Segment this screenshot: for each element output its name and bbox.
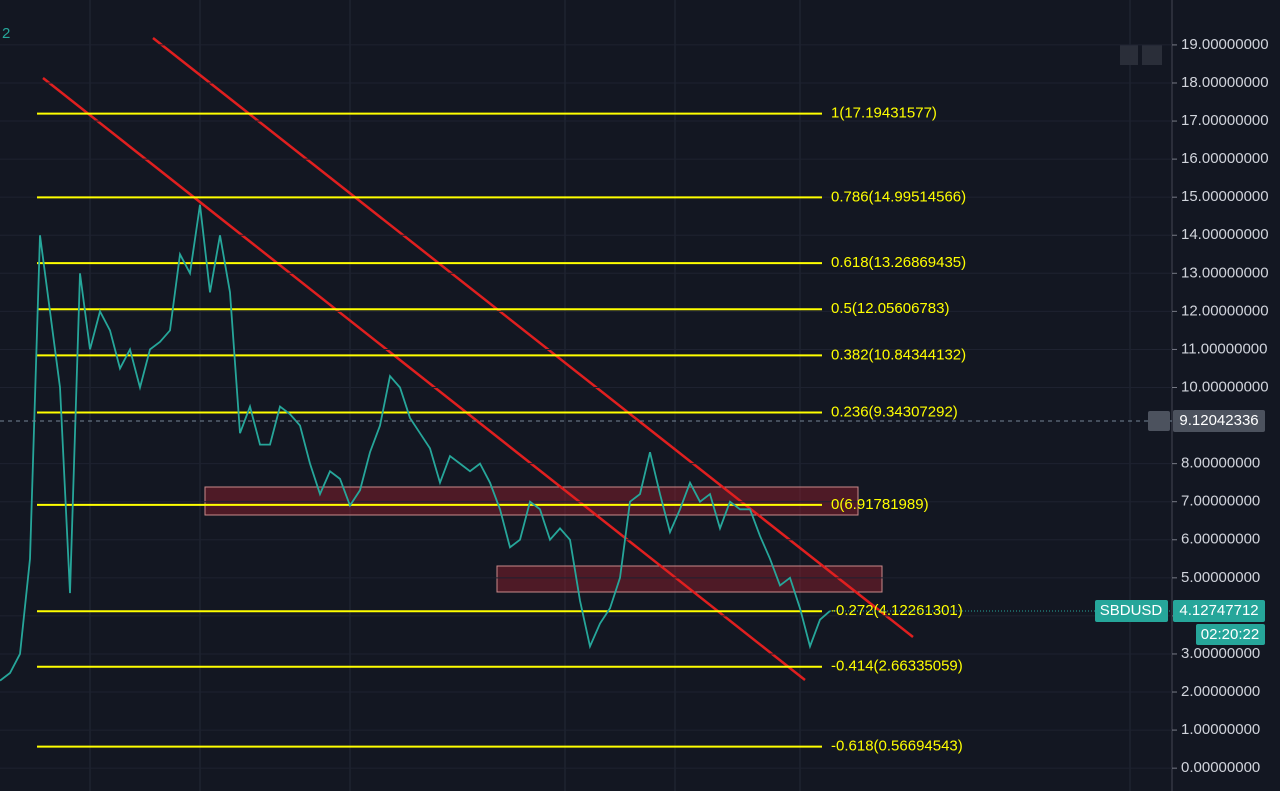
fib-label: 0.382(10.84344132) <box>831 346 966 363</box>
vertical-grid <box>89 0 1131 791</box>
resistance-zone <box>204 486 859 516</box>
y-tick-label: 3.00000000 <box>1181 645 1260 662</box>
y-tick-label: 1.00000000 <box>1181 721 1260 738</box>
trend-line <box>152 37 914 638</box>
crosshair-label: 9.12042336 <box>1179 412 1258 429</box>
y-tick-label: 8.00000000 <box>1181 455 1260 472</box>
countdown-tag <box>1196 624 1265 646</box>
fib-label: 0(6.91781989) <box>831 496 929 513</box>
fib-label: -0.618(0.56694543) <box>831 738 963 755</box>
y-tick-label: 14.00000000 <box>1181 226 1269 243</box>
fib-label: 0.786(14.99514566) <box>831 188 966 205</box>
y-tick-label: 15.00000000 <box>1181 188 1269 205</box>
y-tick-label: 16.00000000 <box>1181 150 1269 167</box>
price-line <box>0 204 831 682</box>
crosshair-plus <box>1148 410 1170 431</box>
trend-line <box>42 77 806 681</box>
fib-label: -0.414(2.66335059) <box>831 658 963 675</box>
fib-label: 1(17.19431577) <box>831 105 937 122</box>
symbol-name: SBDUSD <box>1100 602 1163 619</box>
price-tag <box>1173 600 1265 623</box>
crosshair-tag <box>1173 409 1265 432</box>
last-price: 4.12747712 <box>1179 602 1258 619</box>
corner-text: 2 <box>2 25 10 42</box>
y-tick-label: 13.00000000 <box>1181 264 1269 281</box>
fib-label: 0.236(9.34307292) <box>831 403 958 420</box>
y-tick-label: 6.00000000 <box>1181 531 1260 548</box>
y-tick-label: 19.00000000 <box>1181 36 1269 53</box>
fib-label: 0.5(12.05606783) <box>831 300 949 317</box>
y-tick-label: 12.00000000 <box>1181 302 1269 319</box>
y-tick-label: 5.00000000 <box>1181 569 1260 586</box>
scale-button[interactable] <box>1142 45 1162 65</box>
y-tick-label: 17.00000000 <box>1181 112 1269 129</box>
y-tick-label: 18.00000000 <box>1181 74 1269 91</box>
y-tick-label: 11.00000000 <box>1181 340 1267 357</box>
symbol-tag <box>1095 600 1168 623</box>
scroll-button[interactable] <box>1120 45 1138 65</box>
y-tick-label: 7.00000000 <box>1181 493 1260 510</box>
y-tick-label: 0.00000000 <box>1181 759 1260 776</box>
y-tick-label: 2.00000000 <box>1181 683 1260 700</box>
y-tick-label: 10.00000000 <box>1181 378 1269 395</box>
fib-label: 0.618(13.26869435) <box>831 254 966 271</box>
countdown: 02:20:22 <box>1201 626 1259 643</box>
